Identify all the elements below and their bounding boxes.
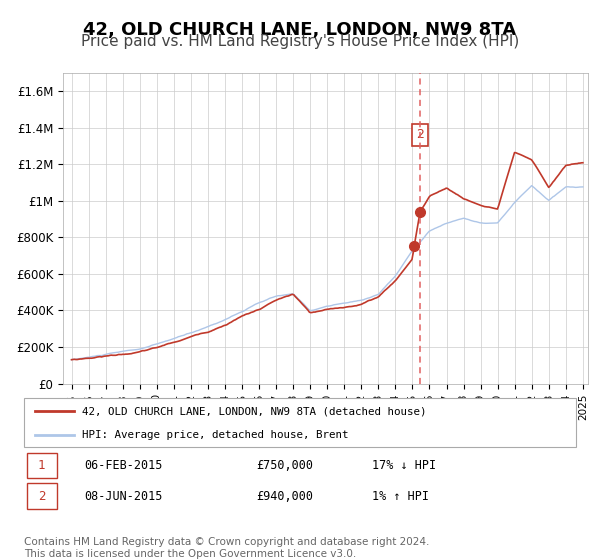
Text: 42, OLD CHURCH LANE, LONDON, NW9 8TA (detached house): 42, OLD CHURCH LANE, LONDON, NW9 8TA (de…: [82, 407, 427, 417]
Text: 42, OLD CHURCH LANE, LONDON, NW9 8TA: 42, OLD CHURCH LANE, LONDON, NW9 8TA: [83, 21, 517, 39]
Text: 2: 2: [38, 490, 46, 503]
Text: Contains HM Land Registry data © Crown copyright and database right 2024.
This d: Contains HM Land Registry data © Crown c…: [24, 537, 430, 559]
Text: 1: 1: [38, 459, 46, 472]
FancyBboxPatch shape: [27, 452, 57, 478]
Text: 08-JUN-2015: 08-JUN-2015: [85, 490, 163, 503]
Text: Price paid vs. HM Land Registry's House Price Index (HPI): Price paid vs. HM Land Registry's House …: [81, 34, 519, 49]
Text: £940,000: £940,000: [256, 490, 313, 503]
FancyBboxPatch shape: [27, 483, 57, 509]
Text: 1% ↑ HPI: 1% ↑ HPI: [372, 490, 429, 503]
Text: £750,000: £750,000: [256, 459, 313, 472]
Text: HPI: Average price, detached house, Brent: HPI: Average price, detached house, Bren…: [82, 430, 349, 440]
Text: 06-FEB-2015: 06-FEB-2015: [85, 459, 163, 472]
Text: 2: 2: [416, 128, 424, 142]
Text: 17% ↓ HPI: 17% ↓ HPI: [372, 459, 436, 472]
FancyBboxPatch shape: [24, 398, 576, 447]
